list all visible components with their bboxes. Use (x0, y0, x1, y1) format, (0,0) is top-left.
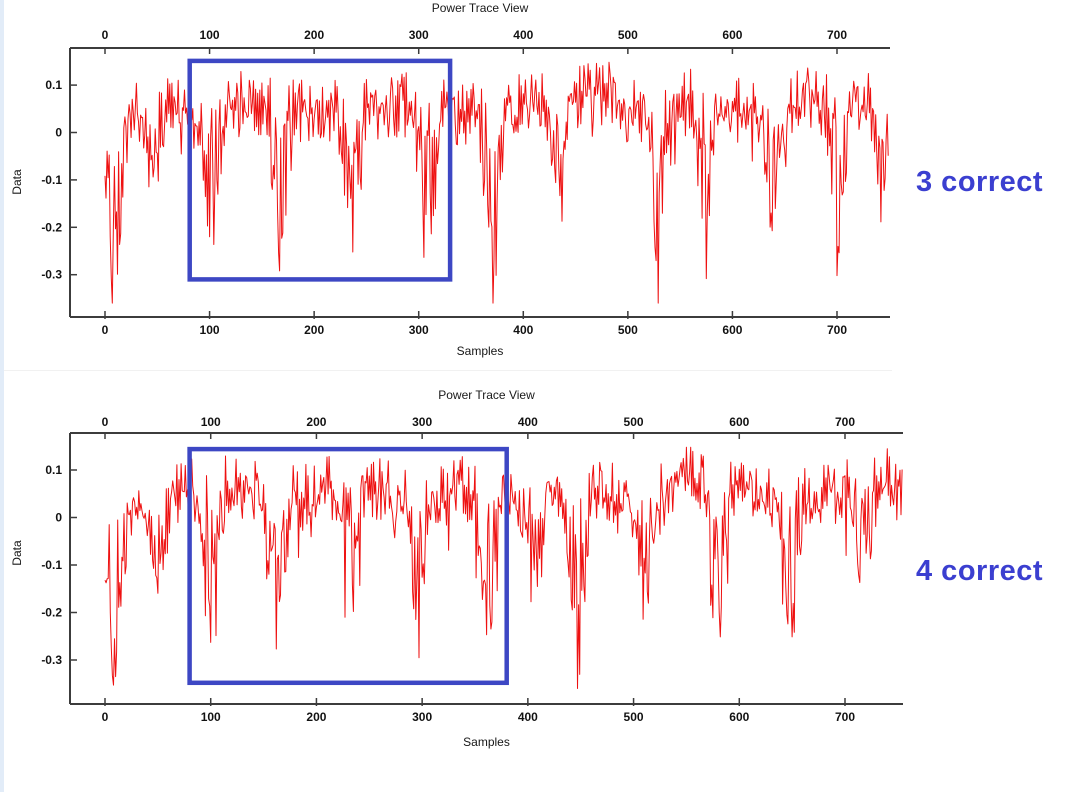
svg-text:0: 0 (102, 710, 109, 724)
svg-text:100: 100 (200, 28, 220, 42)
svg-text:0: 0 (102, 28, 109, 42)
svg-text:200: 200 (304, 28, 324, 42)
svg-text:300: 300 (409, 28, 429, 42)
svg-text:400: 400 (518, 415, 538, 429)
svg-text:300: 300 (412, 710, 432, 724)
x-axis-label-1: Samples (456, 344, 504, 358)
window-edge (0, 0, 4, 792)
svg-text:600: 600 (729, 710, 749, 724)
svg-text:100: 100 (201, 710, 221, 724)
svg-text:0: 0 (102, 323, 109, 337)
svg-text:-0.2: -0.2 (41, 220, 62, 234)
svg-text:600: 600 (729, 415, 749, 429)
y-axis-label-1: Data (10, 169, 24, 195)
power-trace-panel-1: 0 0 100 100 200 200 300 300 400 400 500 500 600 600 70… (4, 0, 892, 370)
svg-text:300: 300 (412, 415, 432, 429)
svg-text:500: 500 (618, 323, 638, 337)
x-axis-label-2: Samples (463, 735, 510, 749)
svg-text:200: 200 (304, 323, 324, 337)
svg-text:-0.3: -0.3 (41, 268, 62, 282)
svg-text:0: 0 (55, 126, 62, 140)
svg-text:0.1: 0.1 (45, 78, 62, 92)
svg-text:700: 700 (835, 710, 855, 724)
svg-text:700: 700 (827, 323, 847, 337)
svg-text:200: 200 (306, 415, 326, 429)
power-trace-chart-1[interactable]: 0 0 100 100 200 200 300 300 400 400 500 500 600 600 70… (4, 0, 892, 370)
svg-text:0: 0 (55, 511, 62, 525)
svg-text:-0.2: -0.2 (41, 606, 62, 620)
svg-text:600: 600 (722, 323, 742, 337)
annotation-4-correct: 4 correct (916, 555, 1044, 587)
svg-text:500: 500 (624, 415, 644, 429)
svg-text:300: 300 (409, 323, 429, 337)
chart-title-2: Power Trace View (438, 388, 535, 402)
power-trace-chart-2[interactable]: 0 0 100 100 200 200 300 300 400 400 500 500 600 600 70… (4, 381, 905, 753)
svg-text:200: 200 (306, 710, 326, 724)
svg-text:-0.1: -0.1 (41, 558, 62, 572)
svg-text:0.1: 0.1 (45, 463, 62, 477)
annotation-3-correct: 3 correct (916, 166, 1044, 198)
svg-text:400: 400 (513, 28, 533, 42)
svg-text:400: 400 (513, 323, 533, 337)
svg-text:700: 700 (827, 28, 847, 42)
svg-text:700: 700 (835, 415, 855, 429)
chart-title-1: Power Trace View (431, 1, 529, 15)
svg-text:100: 100 (200, 323, 220, 337)
svg-text:0: 0 (102, 415, 109, 429)
svg-text:-0.1: -0.1 (41, 173, 62, 187)
svg-text:500: 500 (618, 28, 638, 42)
svg-text:100: 100 (201, 415, 221, 429)
svg-text:500: 500 (624, 710, 644, 724)
svg-text:400: 400 (518, 710, 538, 724)
y-axis-label-2: Data (10, 540, 24, 566)
svg-text:-0.3: -0.3 (41, 653, 62, 667)
svg-text:600: 600 (722, 28, 742, 42)
power-trace-panel-2: 0 0 100 100 200 200 300 300 400 400 500 500 600 600 70… (4, 381, 905, 753)
